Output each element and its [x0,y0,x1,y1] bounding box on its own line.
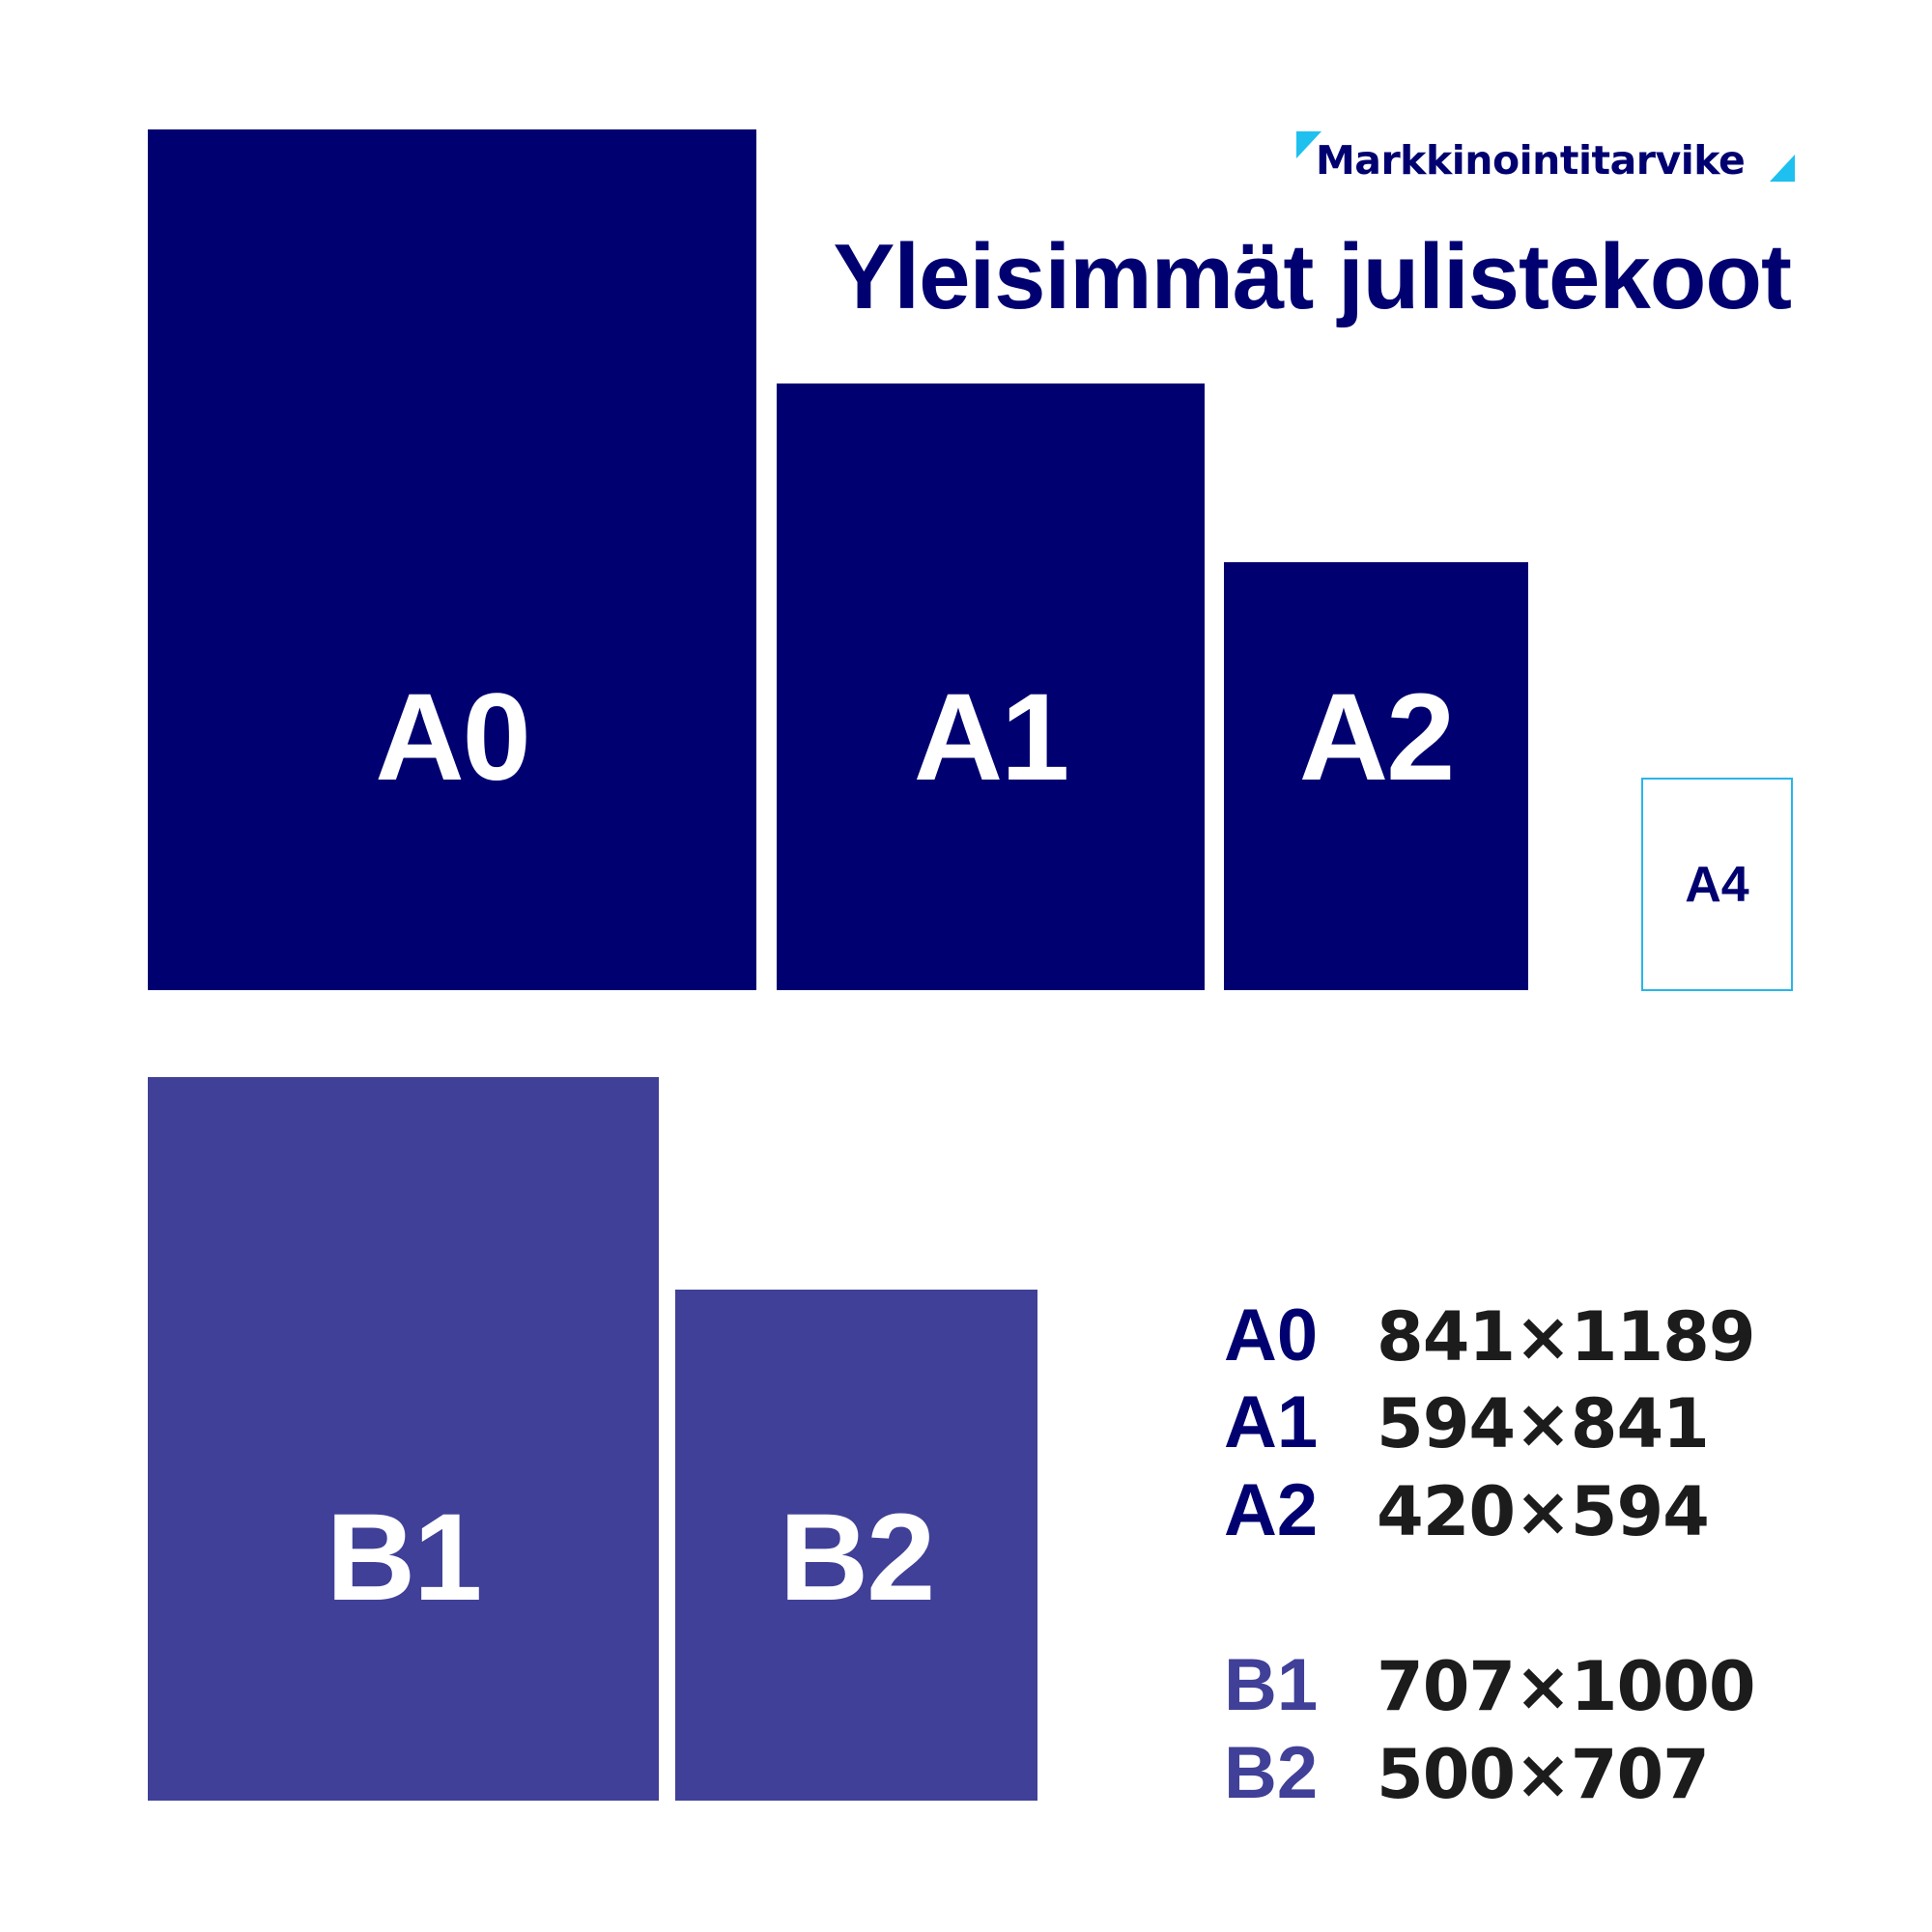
sheet-a1: A1 [777,384,1205,990]
logo-text: Markkinointitarvike [1316,137,1746,184]
sheet-b1: B1 [148,1077,659,1801]
sheet-label: A2 [1298,668,1456,807]
logo-triangle-bottom-icon [1770,155,1795,182]
sheet-a2: A2 [1224,562,1528,990]
size-row-b2: B2 500×707 [1224,1732,1710,1814]
sheet-label: B1 [326,1489,483,1627]
size-name: A1 [1224,1381,1319,1463]
logo: Markkinointitarvike [1296,129,1795,184]
size-dims: 594×841 [1377,1384,1710,1463]
sheet-a0: A0 [148,129,756,990]
page-title: Yleisimmät julistekoot [833,225,1792,328]
size-row-a2: A2 420×594 [1224,1469,1710,1551]
size-dims: 420×594 [1377,1472,1710,1551]
size-name: B2 [1224,1732,1319,1814]
size-dims: 500×707 [1377,1735,1710,1814]
size-row-a1: A1 594×841 [1224,1381,1710,1463]
size-dims: 707×1000 [1377,1647,1756,1726]
sheet-label: A1 [913,668,1070,807]
size-row-a0: A0 841×1189 [1224,1294,1756,1377]
size-dims: 841×1189 [1377,1297,1756,1377]
sheet-b2: B2 [675,1290,1037,1801]
size-name: B1 [1224,1644,1319,1726]
sheet-label: A4 [1685,856,1749,913]
logo-triangle-top-icon [1296,131,1321,158]
sheet-label: A0 [375,668,531,807]
size-row-b1: B1 707×1000 [1224,1644,1756,1726]
sheet-a4: A4 [1641,778,1793,991]
size-name: A2 [1224,1469,1319,1551]
sheet-label: B2 [779,1489,936,1627]
size-name: A0 [1224,1294,1319,1377]
